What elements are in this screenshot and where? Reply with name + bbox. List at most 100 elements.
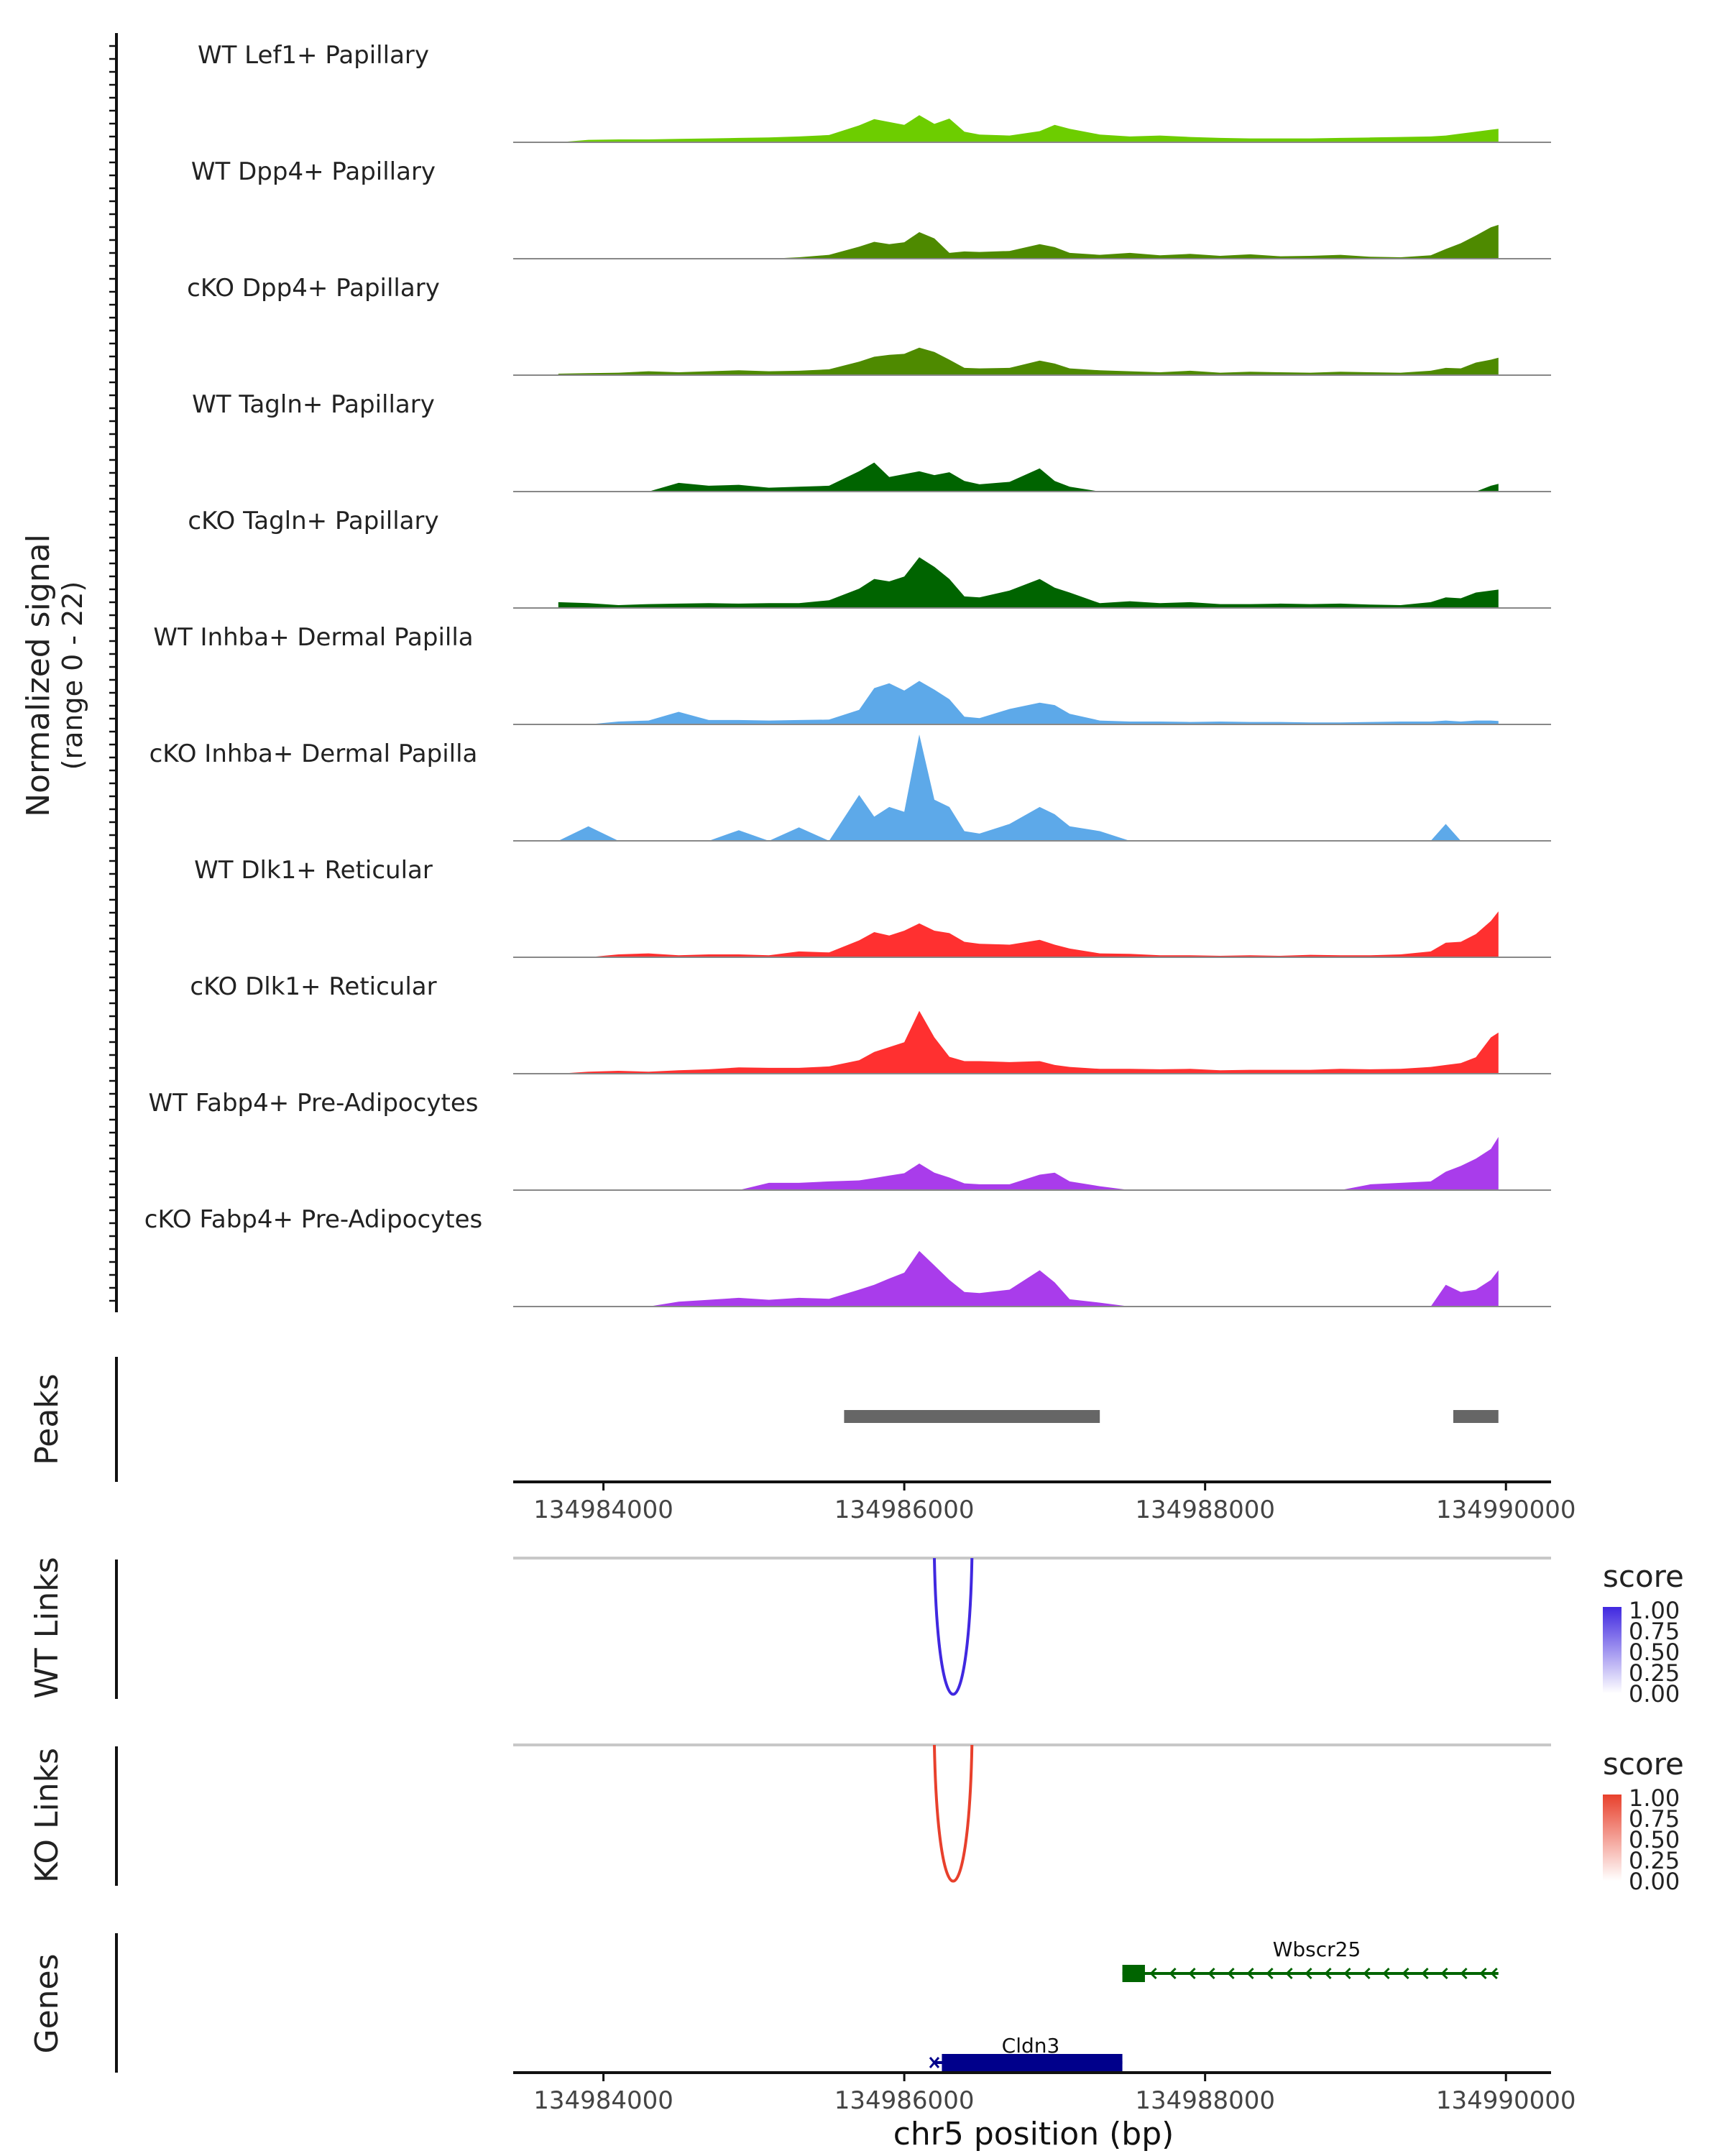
coverage-track: cKO Fabp4+ Pre-Adipocytes xyxy=(144,1205,1551,1307)
strand-arrow xyxy=(1440,1967,1448,1980)
coverage-track: cKO Dpp4+ Papillary xyxy=(187,274,1551,376)
track-label: cKO Tagln+ Papillary xyxy=(188,507,438,535)
gene-model: Wbscr25 xyxy=(1122,1938,1499,1982)
coverage-area xyxy=(558,1010,1499,1074)
coverage-area xyxy=(558,734,1499,841)
coverage-area xyxy=(558,347,1499,375)
links-label: WT Links xyxy=(29,1557,65,1698)
x-tick-label: 134988000 xyxy=(1135,2086,1275,2115)
peaks-panel: Peaks xyxy=(29,1357,1499,1482)
score-tick-label: 0.50 xyxy=(1629,1639,1680,1666)
strand-arrow xyxy=(1285,1967,1293,1980)
coverage-y-axis-label: Normalized signal (range 0 - 22) xyxy=(20,534,88,817)
strand-arrow xyxy=(1208,1967,1215,1980)
link-arc xyxy=(932,1557,974,1696)
strand-arrow xyxy=(1460,1967,1468,1980)
score-tick-label: 0.75 xyxy=(1629,1618,1680,1645)
score-tick-label: 0.25 xyxy=(1629,1659,1680,1687)
track-label: WT Dlk1+ Reticular xyxy=(194,856,433,885)
coverage-area xyxy=(558,911,1499,957)
coverage-y-axis xyxy=(109,33,118,1312)
score-colorbar xyxy=(1603,1795,1622,1881)
score-tick-label: 0.00 xyxy=(1629,1680,1680,1708)
score-tick-label: 0.00 xyxy=(1629,1868,1680,1895)
coverage-track: WT Dpp4+ Papillary xyxy=(191,157,1551,259)
x-tick-label: 134986000 xyxy=(834,1496,975,1524)
coverage-area xyxy=(558,681,1499,724)
coverage-tracks: WT Lef1+ Papillary WT Dpp4+ Papillary cKO … xyxy=(144,41,1551,1307)
genes-label: Genes xyxy=(29,1953,65,2053)
gene-exon xyxy=(942,2054,1123,2071)
score-tick-label: 0.50 xyxy=(1629,1826,1680,1853)
track-label: cKO Inhba+ Dermal Papilla xyxy=(150,740,478,768)
track-label: cKO Dpp4+ Papillary xyxy=(187,274,440,303)
coverage-area xyxy=(558,115,1499,142)
x-tick-label: 134986000 xyxy=(834,2086,975,2115)
strand-arrow xyxy=(1363,1967,1371,1980)
score-legend-title: score xyxy=(1603,1746,1684,1782)
gene-name-label: Cldn3 xyxy=(1002,2034,1060,2058)
strand-arrow xyxy=(1490,1967,1498,1980)
track-label: WT Fabp4+ Pre-Adipocytes xyxy=(149,1089,479,1118)
coverage-track: WT Inhba+ Dermal Papilla xyxy=(153,623,1551,725)
strand-arrow xyxy=(1227,1967,1235,1980)
coverage-track: WT Lef1+ Papillary xyxy=(198,41,1551,143)
score-tick-label: 0.25 xyxy=(1629,1847,1680,1874)
coverage-track: WT Dlk1+ Reticular xyxy=(194,856,1551,958)
track-label: WT Tagln+ Papillary xyxy=(192,390,435,419)
strand-arrow xyxy=(1382,1967,1390,1980)
coverage-track: WT Tagln+ Papillary xyxy=(192,390,1551,492)
track-label: cKO Dlk1+ Reticular xyxy=(190,972,436,1001)
x-tick-label: 134984000 xyxy=(533,2086,673,2115)
strand-arrow xyxy=(1149,1967,1157,1980)
x-tick-label: 134990000 xyxy=(1436,2086,1576,2115)
links-label: KO Links xyxy=(29,1748,65,1883)
coverage-area xyxy=(558,1250,1499,1307)
track-label: WT Lef1+ Papillary xyxy=(198,41,429,70)
coverage-track: cKO Tagln+ Papillary xyxy=(188,507,1551,609)
coverage-area xyxy=(558,224,1499,259)
strand-arrow xyxy=(1324,1967,1332,1980)
peaks-label: Peaks xyxy=(29,1373,65,1465)
gene-exon xyxy=(1122,1965,1145,1982)
score-tick-label: 1.00 xyxy=(1629,1784,1680,1812)
coverage-track: WT Fabp4+ Pre-Adipocytes xyxy=(149,1089,1551,1191)
track-label: WT Dpp4+ Papillary xyxy=(191,157,436,186)
strand-arrow xyxy=(1246,1967,1254,1980)
genes-panel: Genes Wbscr25 Cldn3 xyxy=(29,1933,1499,2073)
coverage-track: cKO Inhba+ Dermal Papilla xyxy=(150,734,1551,842)
strand-arrow xyxy=(1421,1967,1429,1980)
coverage-area xyxy=(558,557,1499,608)
coverage-track: cKO Dlk1+ Reticular xyxy=(190,972,1551,1074)
strand-arrow xyxy=(1479,1967,1487,1980)
x-tick-label: 134984000 xyxy=(533,1496,673,1524)
score-tick-label: 0.75 xyxy=(1629,1805,1680,1833)
strand-arrow xyxy=(1266,1967,1274,1980)
strand-arrow xyxy=(1188,1967,1196,1980)
x-tick-label: 134988000 xyxy=(1135,1496,1275,1524)
score-legend: score 1.000.750.500.250.00 xyxy=(1603,1559,1684,1708)
peak-region xyxy=(1453,1410,1499,1423)
coverage-area xyxy=(558,462,1499,492)
strand-arrow xyxy=(1305,1967,1312,1980)
track-label: cKO Fabp4+ Pre-Adipocytes xyxy=(144,1205,483,1234)
strand-arrow xyxy=(1402,1967,1409,1980)
peak-region xyxy=(844,1410,1100,1423)
coverage-y-label-line1: Normalized signal xyxy=(20,534,57,817)
score-tick-label: 1.00 xyxy=(1629,1597,1680,1624)
strand-arrow xyxy=(1343,1967,1351,1980)
gene-name-label: Wbscr25 xyxy=(1273,1938,1361,1961)
strand-arrow xyxy=(1169,1967,1177,1980)
coverage-y-label-line2: (range 0 - 22) xyxy=(57,581,88,770)
x-tick-label: 134990000 xyxy=(1436,1496,1576,1524)
x-axis-top: 134984000 134986000 134988000 134990000 xyxy=(513,1480,1576,1524)
links-panel: WT Links score 1.000.750.500.250.00 xyxy=(29,1557,1684,1708)
x-axis-bottom: 134984000 134986000 134988000 134990000 xyxy=(513,2071,1576,2115)
score-colorbar xyxy=(1603,1607,1622,1693)
score-legend-title: score xyxy=(1603,1559,1684,1594)
